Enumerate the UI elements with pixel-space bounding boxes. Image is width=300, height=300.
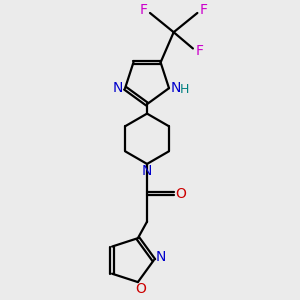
Text: O: O <box>175 187 186 200</box>
Text: F: F <box>140 3 148 17</box>
Text: N: N <box>112 81 123 95</box>
Text: H: H <box>180 83 189 96</box>
Text: F: F <box>200 3 208 17</box>
Text: F: F <box>195 44 203 58</box>
Text: N: N <box>170 81 181 95</box>
Text: N: N <box>142 164 152 178</box>
Text: N: N <box>156 250 166 264</box>
Text: O: O <box>135 282 146 296</box>
